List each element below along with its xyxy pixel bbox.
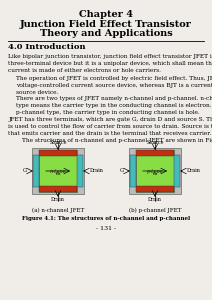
Text: (a) n-channel JFET: (a) n-channel JFET bbox=[32, 208, 84, 213]
Text: The operation of JFET is controlled by electric field effect. Thus, JFET is a
vo: The operation of JFET is controlled by e… bbox=[16, 76, 212, 94]
Bar bbox=[33, 155, 39, 187]
Text: Ds: Ds bbox=[152, 172, 158, 176]
Bar bbox=[136, 150, 174, 192]
Text: 4.0 Introduction: 4.0 Introduction bbox=[8, 43, 86, 51]
Text: Source: Source bbox=[49, 140, 67, 145]
Bar bbox=[136, 150, 174, 156]
Text: Like bipolar junction transistor, junction field effect transistor JFET is also : Like bipolar junction transistor, juncti… bbox=[8, 54, 212, 73]
Text: The structures of n-channel and p-channel JFET are shown in Fig. 4.1.: The structures of n-channel and p-channe… bbox=[22, 138, 212, 143]
Text: JFET has three terminals, which are gate G, drain D and source S. The gate
is us: JFET has three terminals, which are gate… bbox=[8, 117, 212, 136]
Text: n-type: n-type bbox=[50, 169, 66, 173]
Text: p-type: p-type bbox=[147, 169, 163, 173]
Text: Chapter 4: Chapter 4 bbox=[79, 10, 133, 19]
Text: (b) p-channel JFET: (b) p-channel JFET bbox=[129, 208, 181, 213]
Text: Source: Source bbox=[146, 140, 164, 145]
Bar bbox=[39, 186, 77, 192]
Bar bbox=[136, 186, 174, 192]
Bar bbox=[129, 148, 181, 194]
Text: Drain: Drain bbox=[90, 169, 104, 173]
Text: G: G bbox=[23, 169, 27, 173]
Bar bbox=[174, 155, 180, 187]
Bar bbox=[130, 155, 136, 187]
Text: Junction Field Effect Transistor: Junction Field Effect Transistor bbox=[20, 20, 192, 29]
Bar bbox=[39, 150, 77, 156]
Text: There are two types of JFET namely n-channel and p-channel. n-channel
type means: There are two types of JFET namely n-cha… bbox=[16, 96, 212, 115]
Text: Drain: Drain bbox=[51, 197, 65, 202]
Text: Theory and Applications: Theory and Applications bbox=[40, 29, 172, 38]
Bar bbox=[32, 148, 84, 194]
Bar bbox=[39, 150, 77, 192]
Text: Drain: Drain bbox=[148, 197, 162, 202]
Bar bbox=[77, 155, 83, 187]
Text: Figure 4.1: The structures of n-channel and p-channel: Figure 4.1: The structures of n-channel … bbox=[22, 216, 190, 221]
Text: Ds: Ds bbox=[55, 172, 61, 176]
Text: - 131 -: - 131 - bbox=[96, 226, 116, 231]
Text: G: G bbox=[120, 169, 124, 173]
Text: Drain: Drain bbox=[187, 169, 201, 173]
